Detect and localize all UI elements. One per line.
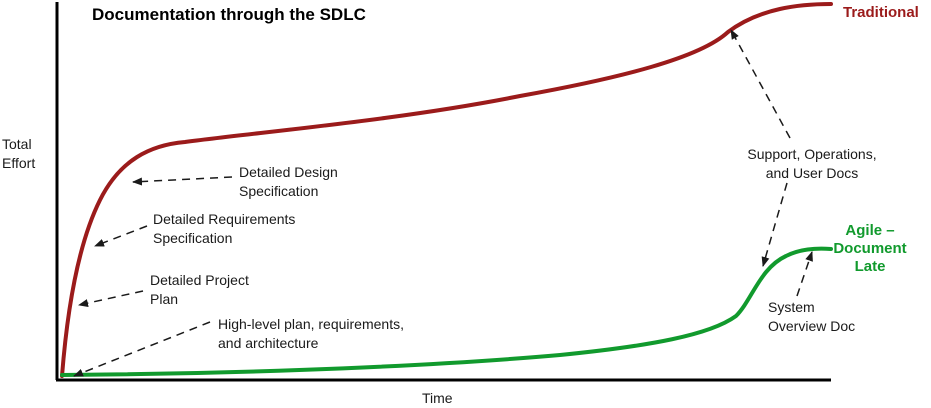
system-overview-arrow [796,251,813,297]
detailed-project-plan-annotation: Detailed Project Plan [150,272,249,307]
diagram-title: Documentation through the SDLC [92,5,366,24]
detailed-design-annotation: Detailed Design Specification [239,164,338,199]
detailed-requirements-annotation: Detailed Requirements Specification [153,211,296,246]
traditional-curve [60,2,833,378]
agile-curve [60,246,833,377]
support-docs-up-arrow [730,29,791,139]
high-level-annotation: High-level plan, requirements, and archi… [218,316,404,351]
x-axis-label: Time [422,390,453,406]
traditional-label: Traditional [843,4,919,21]
support-docs-down-arrow [761,182,788,267]
high-level-arrow [73,321,211,377]
system-overview-annotation: System Overview Doc [768,299,856,334]
support-docs-annotation: Support, Operations, and User Docs [747,146,877,181]
detailed-project-plan-arrow [78,290,144,307]
detailed-design-arrow [132,176,233,186]
agile-label: Agile – Document Late [833,222,907,275]
detailed-requirements-arrow [94,225,148,247]
y-axis-label: Total Effort [2,136,36,171]
